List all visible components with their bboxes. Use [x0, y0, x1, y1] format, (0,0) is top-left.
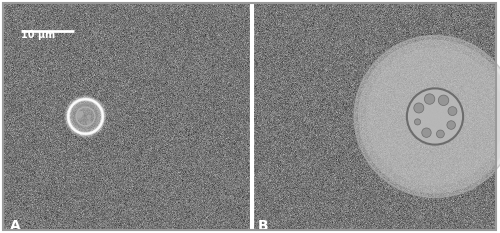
- Text: 10 μm: 10 μm: [22, 30, 56, 40]
- Circle shape: [358, 40, 500, 193]
- Circle shape: [76, 111, 84, 117]
- Circle shape: [447, 121, 456, 129]
- Circle shape: [448, 107, 457, 116]
- Text: A: A: [10, 219, 21, 233]
- Text: B: B: [258, 219, 268, 233]
- Circle shape: [436, 130, 444, 138]
- Circle shape: [366, 48, 500, 185]
- Circle shape: [414, 119, 420, 125]
- Circle shape: [80, 111, 84, 115]
- Circle shape: [71, 102, 100, 131]
- Circle shape: [422, 128, 431, 137]
- Circle shape: [438, 95, 449, 106]
- Circle shape: [354, 35, 500, 198]
- Circle shape: [86, 120, 92, 126]
- Circle shape: [407, 88, 463, 145]
- Circle shape: [414, 103, 424, 113]
- Circle shape: [87, 115, 90, 118]
- Circle shape: [424, 94, 435, 104]
- Circle shape: [76, 113, 82, 120]
